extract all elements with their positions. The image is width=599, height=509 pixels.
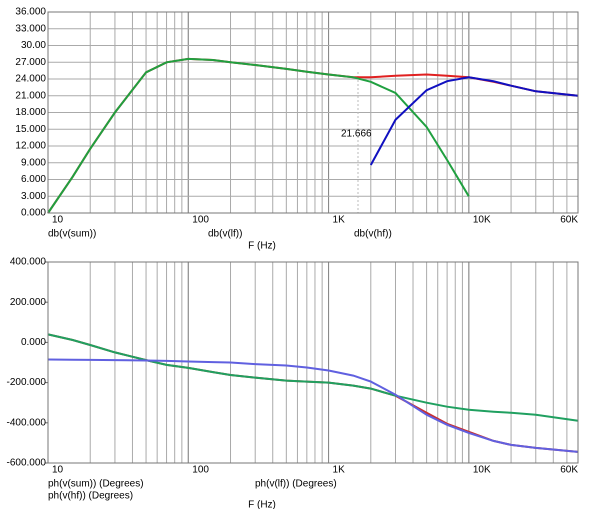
y-tick-label: 400.000	[10, 257, 47, 268]
y-tick-label: 36.000	[15, 7, 46, 18]
y-tick-label: 12.000	[15, 141, 46, 152]
x-tick-label: 100	[192, 215, 209, 226]
y-tick-label: 200.000	[10, 297, 47, 308]
x-tick-label: 60K	[560, 215, 578, 226]
series-line	[47, 333, 579, 422]
y-tick-label: -400.000	[7, 417, 47, 428]
plot-frame	[47, 11, 579, 214]
x-tick-label: 10	[52, 215, 64, 226]
x-tick-label: 10	[52, 465, 64, 476]
x-tick-label: 60K	[560, 465, 578, 476]
series-line	[369, 76, 579, 166]
y-tick-label: 3.000	[21, 191, 46, 202]
plot-frame	[47, 261, 579, 464]
x-tick-label: 10K	[473, 215, 491, 226]
y-tick-label: 0.000	[21, 208, 46, 219]
x-tick-label: 10K	[473, 465, 491, 476]
series-line	[47, 57, 470, 214]
x-tick-label: 1K	[333, 465, 346, 476]
annotation: 21.666	[341, 129, 372, 140]
y-tick-label: 18.000	[15, 107, 46, 118]
y-tick-label: 27.000	[15, 57, 46, 68]
y-tick-label: 24.000	[15, 74, 46, 85]
y-tick-label: -200.000	[7, 377, 47, 388]
y-tick-label: 30.00	[21, 40, 46, 51]
x-tick-label: 1K	[333, 215, 346, 226]
x-axis-label: F (Hz)	[248, 500, 276, 509]
series-line	[47, 358, 579, 453]
x-axis-label: F (Hz)	[248, 241, 276, 252]
legend-label: ph(v(sum)) (Degrees)	[48, 479, 144, 490]
legend-label: ph(v(hf)) (Degrees)	[48, 491, 133, 502]
legend-label: ph(v(lf)) (Degrees)	[255, 479, 337, 490]
legend-label: db(v(hf))	[354, 229, 392, 240]
y-tick-label: -600.000	[7, 458, 47, 469]
y-tick-label: 15.000	[15, 124, 46, 135]
plot-area	[47, 261, 579, 464]
y-tick-label: 0.000	[21, 337, 46, 348]
legend-label: db(v(lf))	[208, 229, 242, 240]
y-tick-label: 33.000	[15, 23, 46, 34]
y-tick-label: 21.000	[15, 90, 46, 101]
x-tick-label: 100	[192, 465, 209, 476]
y-tick-label: 9.000	[21, 157, 46, 168]
legend-label: db(v(sum))	[48, 229, 96, 240]
y-tick-label: 6.000	[21, 174, 46, 185]
